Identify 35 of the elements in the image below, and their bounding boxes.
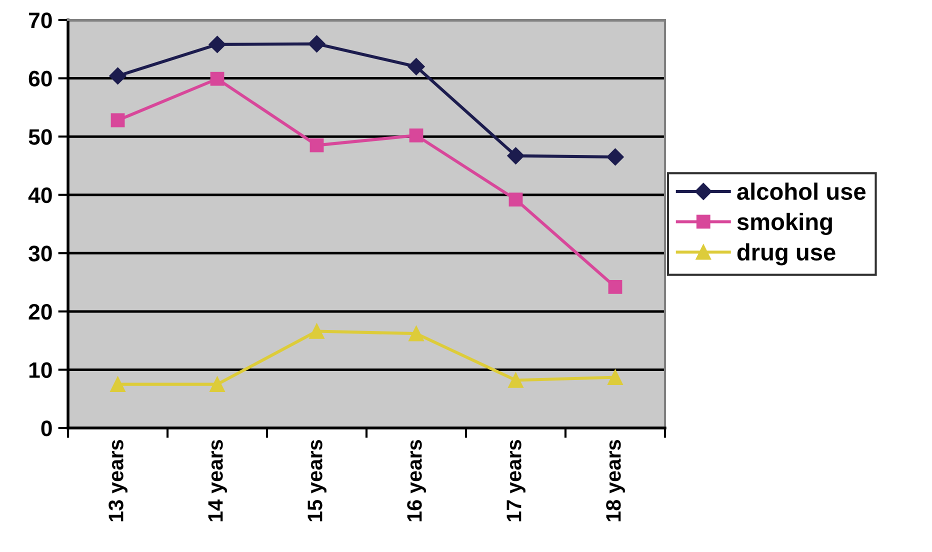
x-tick-label: 16 years <box>407 440 426 522</box>
x-tick-label: 15 years <box>308 440 326 522</box>
point <box>409 128 424 142</box>
y-tick-label: 20 <box>28 304 52 320</box>
point <box>508 372 524 388</box>
point <box>608 280 622 294</box>
legend-label: drug use <box>737 243 836 266</box>
point <box>310 138 324 152</box>
point <box>309 324 324 339</box>
legend-label: alcohol use <box>737 182 866 200</box>
point <box>210 72 224 86</box>
x-tick-label: 18 years <box>606 440 625 522</box>
point <box>208 36 226 54</box>
y-tick-label: 40 <box>28 187 52 204</box>
y-tick-label: 60 <box>28 70 52 87</box>
point <box>508 192 523 206</box>
y-tick-label: 10 <box>29 362 52 378</box>
point <box>110 113 125 128</box>
y-tick-label: 30 <box>28 246 52 262</box>
x-tick-label: 14 years <box>208 440 227 522</box>
point <box>606 148 624 166</box>
point <box>109 67 126 84</box>
legend-label: smoking <box>737 212 832 236</box>
point <box>210 376 225 392</box>
y-tick-label: 50 <box>28 129 52 145</box>
point <box>408 326 424 342</box>
point <box>608 370 623 385</box>
y-tick-label: 70 <box>29 12 52 28</box>
y-tick-label: 0 <box>41 420 52 436</box>
point <box>110 376 126 392</box>
x-tick-label: 13 years <box>108 440 128 522</box>
point <box>507 147 524 164</box>
point <box>408 58 425 76</box>
x-tick-label: 17 years <box>506 440 526 522</box>
point <box>308 35 326 52</box>
